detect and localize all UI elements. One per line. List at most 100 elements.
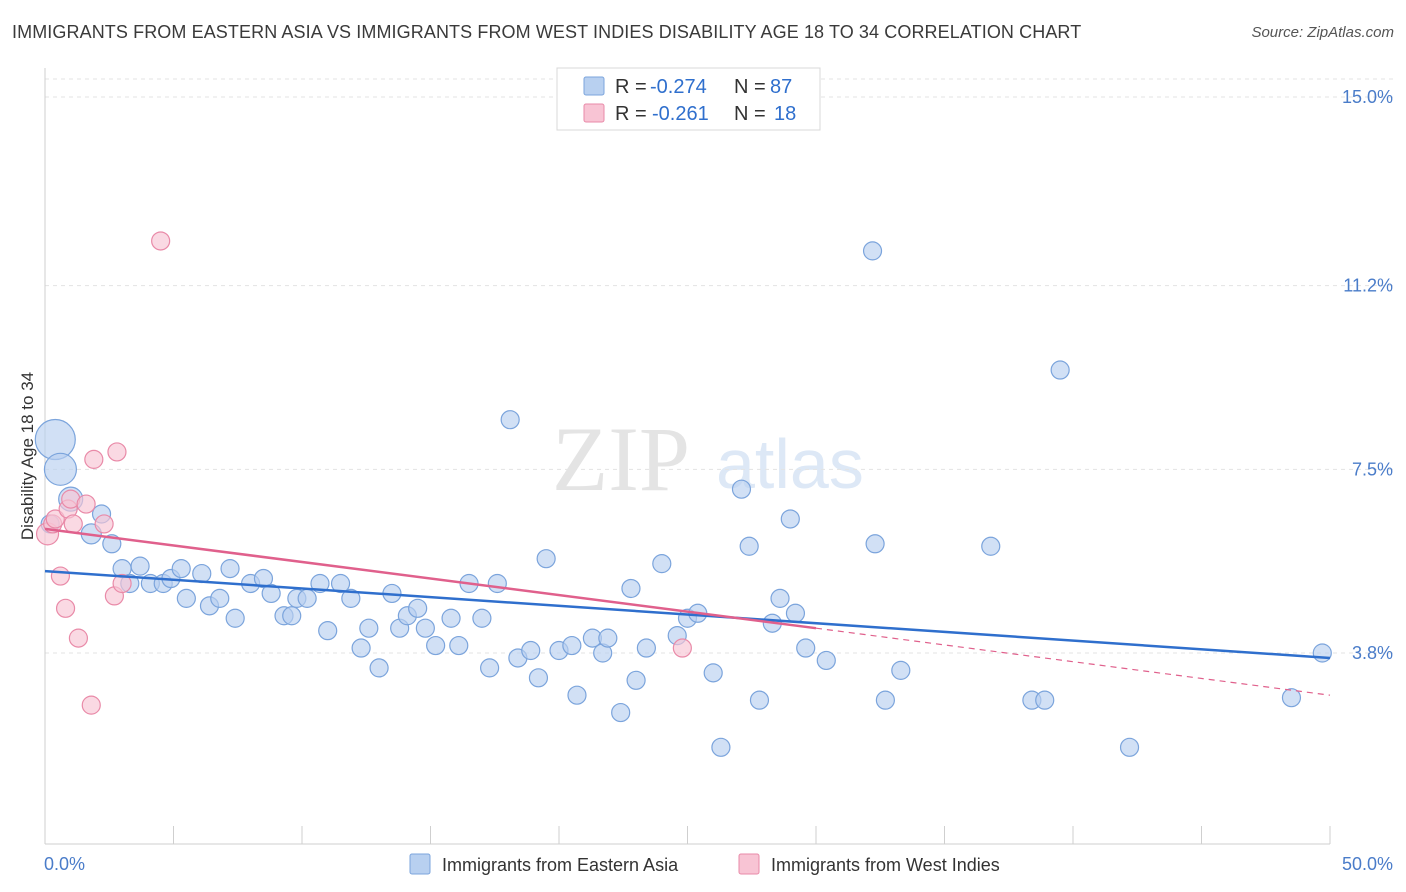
data-point-eastern-asia	[341, 588, 361, 608]
data-point-eastern-asia	[536, 549, 556, 569]
data-point-eastern-asia	[351, 638, 371, 658]
data-point-eastern-asia	[626, 670, 646, 690]
data-point-eastern-asia	[43, 452, 78, 486]
data-point-eastern-asia	[780, 509, 800, 529]
series-eastern-asia-points	[34, 241, 1332, 757]
data-point-eastern-asia	[130, 556, 150, 576]
data-point-eastern-asia	[282, 606, 302, 626]
data-point-eastern-asia	[875, 690, 895, 710]
y-tick-label: 15.0%	[1342, 87, 1393, 107]
data-point-west-indies	[672, 638, 692, 658]
data-point-eastern-asia	[1050, 360, 1070, 380]
source-credit: Source: ZipAtlas.com	[1251, 24, 1394, 41]
data-point-eastern-asia	[636, 638, 656, 658]
watermark-zip: ZIP	[552, 408, 690, 510]
data-point-eastern-asia	[480, 658, 500, 678]
grid-lines	[45, 78, 1393, 654]
legend-n-label-pink: N =	[734, 103, 766, 125]
data-point-eastern-asia	[487, 573, 507, 594]
data-point-west-indies	[76, 494, 96, 514]
y-tick-label: 7.5%	[1352, 459, 1393, 479]
data-point-eastern-asia	[426, 635, 446, 656]
data-point-eastern-asia	[34, 418, 76, 461]
trend-line-west-indies	[44, 527, 817, 630]
data-point-eastern-asia	[171, 559, 191, 579]
data-point-eastern-asia	[796, 638, 816, 658]
data-point-eastern-asia	[210, 588, 230, 608]
data-point-eastern-asia	[310, 573, 330, 594]
series-west-indies-points	[35, 231, 692, 715]
data-point-eastern-asia	[528, 668, 549, 688]
series-legend-label-blue: Immigrants from Eastern Asia	[442, 855, 679, 875]
data-point-west-indies	[63, 514, 83, 534]
data-point-eastern-asia	[220, 559, 240, 579]
data-point-west-indies	[107, 442, 127, 462]
data-point-eastern-asia	[408, 598, 428, 618]
data-point-west-indies	[112, 573, 132, 594]
data-point-eastern-asia	[862, 241, 883, 261]
series-legend: Immigrants from Eastern Asia Immigrants …	[409, 853, 1000, 875]
data-point-eastern-asia	[598, 628, 618, 648]
data-point-eastern-asia	[297, 588, 317, 608]
data-point-west-indies	[68, 628, 89, 648]
legend-r-value-blue: -0.274	[650, 76, 707, 98]
data-point-west-indies	[50, 566, 71, 586]
data-point-eastern-asia	[176, 588, 196, 608]
data-point-west-indies	[45, 509, 65, 529]
data-point-eastern-asia	[865, 534, 885, 554]
legend-swatch-blue	[583, 76, 605, 96]
data-point-eastern-asia	[500, 410, 520, 430]
data-point-eastern-asia	[739, 536, 759, 556]
data-point-eastern-asia	[703, 663, 723, 683]
data-point-eastern-asia	[521, 640, 541, 661]
data-point-west-indies	[55, 598, 76, 618]
data-point-eastern-asia	[1119, 737, 1140, 757]
legend-swatch-pink	[583, 103, 605, 123]
data-point-eastern-asia	[567, 685, 587, 705]
data-point-eastern-asia	[369, 658, 389, 678]
legend-r-label-blue: R =	[615, 76, 647, 98]
data-point-west-indies	[94, 514, 114, 534]
legend-r-value-pink: -0.261	[652, 103, 709, 125]
data-point-eastern-asia	[562, 635, 582, 656]
legend-n-value-pink: 18	[774, 103, 796, 125]
data-point-west-indies	[81, 695, 101, 715]
data-point-eastern-asia	[192, 563, 212, 584]
data-point-eastern-asia	[1312, 643, 1332, 663]
data-point-eastern-asia	[749, 690, 770, 710]
data-point-eastern-asia	[359, 618, 379, 638]
legend-r-label-pink: R =	[615, 103, 647, 125]
data-point-eastern-asia	[770, 588, 790, 608]
y-tick-labels: 3.8% 7.5% 11.2% 15.0%	[1342, 87, 1393, 663]
data-point-eastern-asia	[441, 608, 461, 628]
data-point-eastern-asia	[891, 660, 911, 680]
chart-title: IMMIGRANTS FROM EASTERN ASIA VS IMMIGRAN…	[12, 22, 1082, 42]
data-point-eastern-asia	[981, 536, 1001, 556]
trend-line-west-indies-extension	[815, 627, 1331, 696]
data-point-eastern-asia	[318, 621, 338, 641]
series-legend-label-pink: Immigrants from West Indies	[771, 855, 1000, 875]
data-point-eastern-asia	[652, 554, 672, 574]
data-point-west-indies	[84, 449, 104, 469]
data-point-eastern-asia	[261, 583, 281, 604]
data-point-eastern-asia	[611, 702, 631, 723]
data-point-eastern-asia	[472, 608, 492, 628]
y-axis-label: Disability Age 18 to 34	[18, 372, 37, 540]
legend-n-label-blue: N =	[734, 76, 766, 98]
data-point-eastern-asia	[253, 568, 274, 589]
data-point-eastern-asia	[731, 479, 752, 499]
data-point-eastern-asia	[1035, 690, 1055, 710]
data-point-eastern-asia	[415, 618, 435, 638]
series-legend-swatch-blue	[409, 853, 431, 875]
y-tick-label: 11.2%	[1343, 276, 1393, 296]
data-point-eastern-asia	[1281, 688, 1302, 708]
data-point-eastern-asia	[449, 635, 469, 656]
data-point-eastern-asia	[816, 650, 836, 671]
data-point-eastern-asia	[330, 573, 351, 594]
data-point-eastern-asia	[225, 608, 245, 628]
x-tick-label-min: 0.0%	[44, 854, 85, 874]
data-point-eastern-asia	[621, 578, 641, 599]
trend-lines	[44, 527, 1331, 696]
data-point-west-indies	[151, 231, 171, 251]
